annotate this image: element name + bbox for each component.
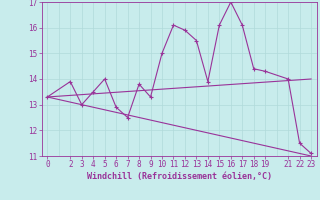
X-axis label: Windchill (Refroidissement éolien,°C): Windchill (Refroidissement éolien,°C) [87, 172, 272, 181]
